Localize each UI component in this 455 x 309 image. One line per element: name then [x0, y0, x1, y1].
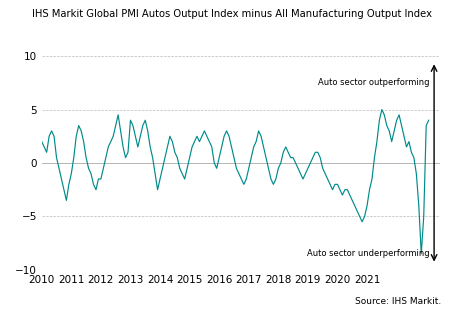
Text: Auto sector underperforming: Auto sector underperforming [307, 249, 430, 258]
Text: Source: IHS Markit.: Source: IHS Markit. [355, 297, 441, 306]
Text: IHS Markit Global PMI Autos Output Index minus All Manufacturing Output Index: IHS Markit Global PMI Autos Output Index… [32, 9, 432, 19]
Text: Auto sector outperforming: Auto sector outperforming [318, 78, 430, 87]
